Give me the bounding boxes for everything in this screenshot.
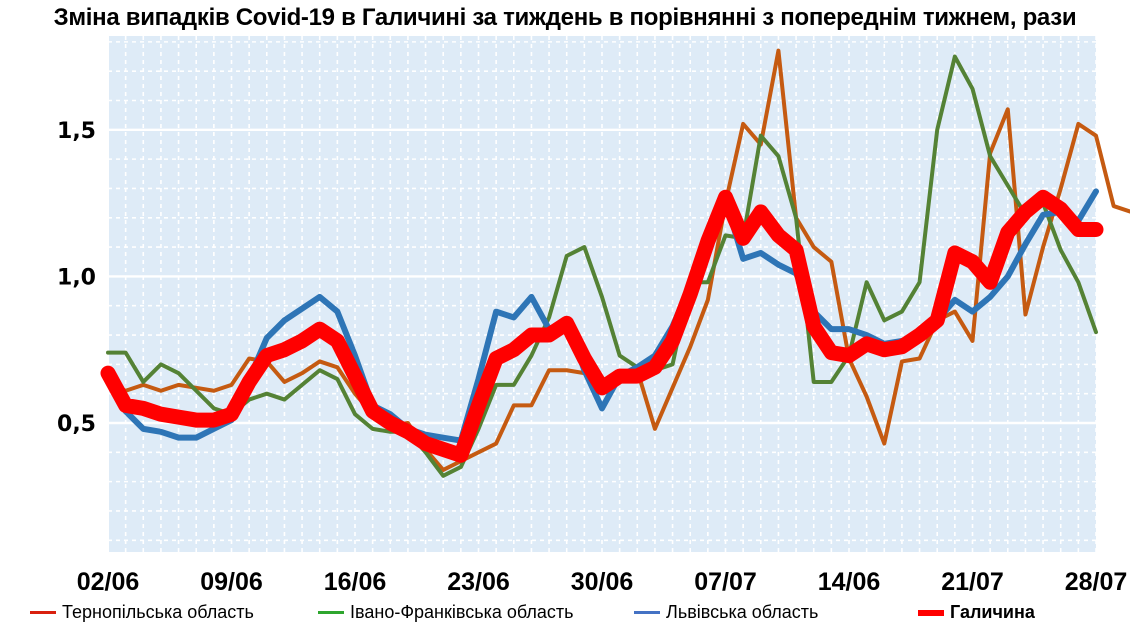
legend-swatch bbox=[634, 611, 660, 614]
legend-label: Івано-Франківська область bbox=[350, 602, 574, 622]
x-tick-label: 09/06 bbox=[200, 568, 263, 596]
x-tick-label: 23/06 bbox=[447, 568, 510, 596]
series-lines bbox=[100, 48, 1130, 478]
legend-label: Галичина bbox=[950, 602, 1035, 622]
legend-label: Тернопільська область bbox=[62, 602, 254, 622]
legend-item-1: Івано-Франківська область bbox=[318, 602, 574, 623]
legend-item-2: Львівська область bbox=[634, 602, 818, 623]
legend-swatch bbox=[318, 611, 344, 614]
legend-swatch bbox=[918, 609, 944, 616]
y-tick-label: 0,5 bbox=[57, 412, 96, 437]
x-tick-label: 14/06 bbox=[818, 568, 881, 596]
legend-swatch bbox=[30, 611, 56, 614]
x-tick-label: 21/07 bbox=[941, 568, 1004, 596]
x-tick-label: 30/06 bbox=[571, 568, 634, 596]
legend-item-3: Галичина bbox=[918, 602, 1035, 623]
x-tick-labels: 02/06 09/06 16/06 23/06 30/06 07/07 14/06 21/07… bbox=[77, 568, 1128, 596]
legend-item-0: Тернопільська область bbox=[30, 602, 254, 623]
x-tick-label: 07/07 bbox=[694, 568, 757, 596]
y-tick-label: 1,5 bbox=[57, 119, 96, 144]
series-line-3 bbox=[100, 189, 1104, 463]
y-tick-labels: 0,5 1,0 1,5 bbox=[57, 119, 96, 437]
legend: Тернопільська область Івано-Франківська о… bbox=[0, 602, 1130, 632]
legend-label: Львівська область bbox=[666, 602, 819, 622]
chart-area: 0,5 1,0 1,5 02/06 09/06 16/06 23/06 30/06 07/07… bbox=[57, 36, 1130, 596]
x-tick-label: 28/07 bbox=[1065, 568, 1128, 596]
horizontal-gridlines bbox=[108, 41, 1096, 542]
y-tick-label: 1,0 bbox=[57, 265, 96, 290]
x-tick-label: 02/06 bbox=[77, 568, 140, 596]
chart-title: Зміна випадків Covid-19 в Галичині за ти… bbox=[53, 4, 1077, 31]
series-line-1 bbox=[106, 54, 1098, 478]
x-tick-label: 16/06 bbox=[324, 568, 387, 596]
